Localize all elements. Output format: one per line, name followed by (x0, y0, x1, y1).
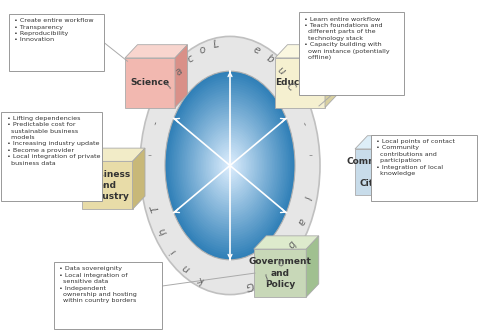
Ellipse shape (173, 83, 287, 248)
Ellipse shape (166, 73, 294, 258)
Ellipse shape (202, 125, 258, 206)
Ellipse shape (214, 142, 246, 189)
Ellipse shape (204, 128, 256, 203)
FancyBboxPatch shape (371, 135, 476, 201)
Ellipse shape (196, 116, 264, 215)
Polygon shape (82, 162, 132, 210)
Ellipse shape (186, 102, 274, 229)
Ellipse shape (209, 135, 251, 196)
Polygon shape (82, 148, 145, 162)
Text: -: - (150, 120, 161, 127)
Ellipse shape (140, 36, 320, 295)
Ellipse shape (181, 95, 279, 236)
Ellipse shape (184, 100, 276, 232)
Text: k: k (196, 274, 205, 286)
Text: Government
and
Policy: Government and Policy (248, 258, 312, 289)
Text: Business
and
Industry: Business and Industry (85, 170, 130, 201)
Text: b: b (264, 53, 275, 65)
Ellipse shape (201, 123, 259, 208)
Ellipse shape (188, 104, 272, 227)
Text: a: a (294, 216, 306, 227)
FancyBboxPatch shape (8, 14, 104, 71)
Text: h: h (157, 225, 169, 236)
Polygon shape (254, 236, 319, 249)
Polygon shape (175, 45, 188, 108)
Text: c: c (186, 53, 196, 65)
Text: a: a (174, 65, 185, 77)
Polygon shape (254, 249, 306, 297)
Ellipse shape (180, 92, 280, 239)
Ellipse shape (172, 81, 288, 250)
Polygon shape (306, 236, 319, 297)
Ellipse shape (194, 114, 266, 217)
Text: • Create entire workflow
• Transparency
• Reproducibility
• Innovation: • Create entire workflow • Transparency … (14, 18, 94, 42)
Ellipse shape (225, 159, 235, 172)
Ellipse shape (228, 163, 232, 168)
Ellipse shape (227, 161, 233, 170)
Text: • Data sovereignity
• Local integration of
  sensitive data
• Independent
  owne: • Data sovereignity • Local integration … (59, 266, 137, 304)
Text: l: l (301, 195, 312, 200)
FancyBboxPatch shape (1, 112, 102, 201)
Ellipse shape (165, 71, 295, 260)
Text: i: i (168, 247, 178, 256)
Text: • Learn entire workflow
• Teach foundations and
  different parts of the
  techn: • Learn entire workflow • Teach foundati… (304, 17, 390, 60)
Ellipse shape (168, 76, 292, 255)
Text: G: G (245, 279, 255, 291)
Text: l: l (262, 270, 269, 281)
Polygon shape (405, 136, 417, 195)
Text: b: b (286, 238, 297, 249)
Ellipse shape (175, 85, 285, 246)
Ellipse shape (183, 97, 277, 234)
Text: o: o (198, 44, 207, 56)
Text: -: - (148, 150, 152, 160)
Ellipse shape (210, 137, 250, 194)
Ellipse shape (212, 140, 248, 191)
Polygon shape (325, 45, 338, 108)
Ellipse shape (216, 144, 244, 187)
Ellipse shape (217, 147, 243, 184)
Text: • Lifting dependencies
• Predictable cost for
  sustainable business
  models
• : • Lifting dependencies • Predictable cos… (6, 116, 100, 166)
Text: L: L (212, 39, 220, 50)
Text: • Local points of contact
• Community
  contributions and
  participation
• Inte: • Local points of contact • Community co… (376, 139, 456, 176)
Text: Education: Education (274, 78, 326, 87)
Ellipse shape (190, 107, 270, 224)
Text: Communities
and
Citizens: Communities and Citizens (346, 157, 414, 188)
Ellipse shape (199, 121, 261, 210)
Text: n: n (180, 262, 192, 274)
Ellipse shape (220, 151, 240, 180)
Polygon shape (275, 45, 338, 58)
Polygon shape (355, 136, 418, 149)
Ellipse shape (222, 154, 238, 177)
Ellipse shape (206, 130, 254, 201)
Polygon shape (132, 148, 145, 210)
Polygon shape (275, 58, 325, 108)
Text: C: C (284, 80, 296, 92)
Ellipse shape (178, 90, 282, 241)
Text: Science: Science (130, 78, 170, 87)
Polygon shape (125, 58, 175, 108)
Text: e: e (252, 44, 262, 56)
FancyBboxPatch shape (54, 262, 162, 329)
FancyBboxPatch shape (298, 12, 404, 95)
Ellipse shape (170, 78, 290, 253)
Text: T: T (150, 203, 162, 212)
Text: -: - (308, 150, 312, 160)
Text: o: o (274, 256, 285, 267)
Ellipse shape (218, 149, 242, 182)
Ellipse shape (192, 111, 268, 220)
Text: l: l (164, 82, 174, 91)
Polygon shape (125, 45, 188, 58)
Ellipse shape (176, 88, 284, 243)
Text: u: u (275, 65, 286, 77)
Polygon shape (355, 149, 405, 195)
Ellipse shape (224, 156, 236, 175)
Text: -: - (299, 120, 310, 127)
Ellipse shape (198, 118, 262, 213)
Ellipse shape (191, 109, 269, 222)
Ellipse shape (208, 132, 253, 199)
